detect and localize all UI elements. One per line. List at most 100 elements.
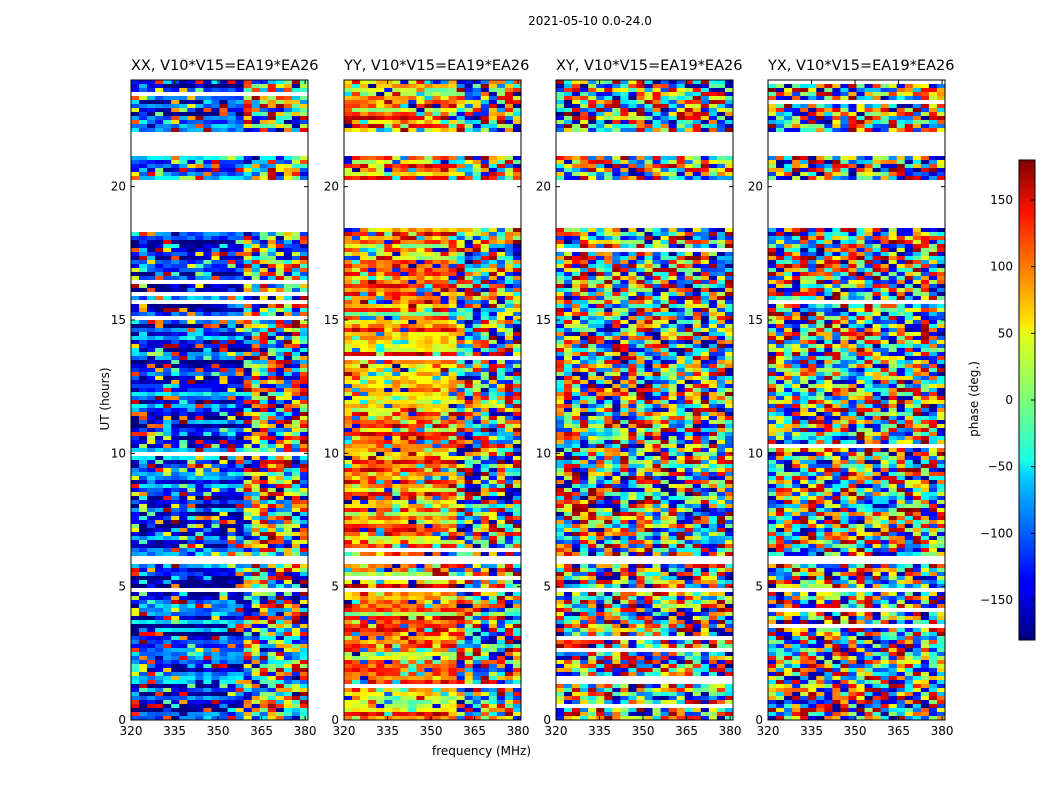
phase-cell	[259, 564, 269, 568]
phase-cell	[512, 376, 522, 380]
phase-cell	[496, 404, 506, 408]
phase-cell	[408, 124, 417, 128]
phase-cell	[259, 332, 269, 336]
phase-cell	[163, 416, 172, 420]
phase-cell	[139, 456, 148, 460]
phase-cell	[131, 412, 140, 416]
phase-cell	[424, 452, 433, 456]
phase-cell	[203, 656, 212, 660]
phase-cell	[219, 516, 228, 520]
phase-cell	[504, 252, 514, 256]
phase-cell	[179, 492, 188, 496]
phase-cell	[211, 580, 220, 584]
phase-cell	[251, 636, 261, 640]
phase-cell	[195, 304, 204, 308]
phase-cell	[352, 452, 361, 456]
phase-cell	[360, 228, 369, 232]
phase-cell	[464, 300, 474, 304]
phase-cell	[432, 280, 441, 284]
phase-cell	[488, 292, 498, 296]
phase-cell	[235, 352, 245, 356]
phase-cell	[456, 304, 466, 308]
phase-cell	[456, 424, 466, 428]
phase-cell	[219, 120, 228, 124]
phase-cell	[219, 580, 228, 584]
phase-cell	[488, 504, 498, 508]
phase-cell	[227, 568, 236, 572]
phase-cell	[299, 576, 309, 580]
phase-cell	[243, 532, 253, 536]
phase-cell	[203, 616, 212, 620]
phase-cell	[139, 504, 148, 508]
phase-cell	[267, 544, 277, 548]
phase-cell	[392, 476, 401, 480]
phase-cell	[448, 124, 458, 128]
heatmap-cells	[344, 80, 522, 720]
phase-cell	[424, 80, 433, 84]
phase-cell	[243, 504, 253, 508]
phase-cell	[456, 232, 466, 236]
phase-cell	[472, 428, 482, 432]
phase-cell	[171, 596, 180, 600]
phase-cell	[187, 376, 196, 380]
phase-cell	[219, 572, 228, 576]
phase-cell	[344, 472, 353, 476]
phase-cell	[376, 384, 385, 388]
phase-cell	[203, 108, 212, 112]
phase-cell	[376, 88, 385, 92]
phase-cell	[299, 708, 309, 712]
phase-cell	[235, 116, 245, 120]
phase-cell	[243, 584, 253, 588]
phase-cell	[131, 240, 140, 244]
phase-cell	[291, 284, 301, 288]
phase-cell	[211, 464, 220, 468]
phase-cell	[376, 448, 385, 452]
phase-cell	[283, 692, 293, 696]
phase-cell	[360, 232, 369, 236]
phase-cell	[171, 644, 180, 648]
phase-cell	[155, 244, 164, 248]
phase-cell	[480, 168, 490, 172]
phase-cell	[235, 324, 245, 328]
phase-cell	[203, 456, 212, 460]
phase-cell	[400, 284, 409, 288]
phase-cell	[259, 572, 269, 576]
phase-cell	[211, 164, 220, 168]
phase-cell	[131, 236, 140, 240]
phase-cell	[155, 576, 164, 580]
phase-cell	[195, 400, 204, 404]
phase-cell	[139, 324, 148, 328]
phase-cell	[251, 332, 261, 336]
phase-cell	[275, 176, 285, 180]
phase-cell	[179, 116, 188, 120]
phase-cell	[275, 604, 285, 608]
heatmap-cells	[131, 80, 309, 720]
phase-cell	[171, 360, 180, 364]
phase-cell	[275, 600, 285, 604]
phase-cell	[275, 256, 285, 260]
phase-cell	[139, 656, 148, 660]
phase-cell	[227, 548, 236, 552]
phase-cell	[139, 416, 148, 420]
phase-cell	[131, 568, 140, 572]
phase-cell	[299, 244, 309, 248]
phase-cell	[400, 492, 409, 496]
phase-cell	[344, 316, 353, 320]
phase-cell	[227, 612, 236, 616]
phase-cell	[299, 476, 309, 480]
phase-cell	[131, 456, 140, 460]
phase-cell	[187, 448, 196, 452]
phase-cell	[283, 332, 293, 336]
phase-cell	[424, 84, 433, 88]
phase-cell	[376, 524, 385, 528]
phase-cell	[299, 264, 309, 268]
phase-cell	[163, 480, 172, 484]
phase-cell	[400, 116, 409, 120]
phase-cell	[163, 664, 172, 668]
phase-cell	[496, 112, 506, 116]
phase-cell	[195, 448, 204, 452]
phase-cell	[179, 536, 188, 540]
phase-cell	[275, 348, 285, 352]
phase-cell	[163, 356, 172, 360]
phase-cell	[171, 308, 180, 312]
